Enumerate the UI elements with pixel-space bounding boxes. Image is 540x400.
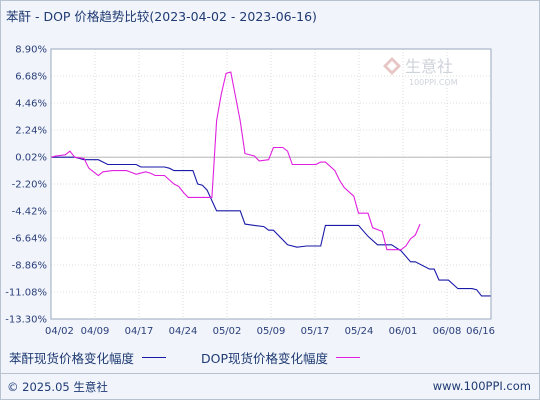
y-tick-label: -2.20% [12, 180, 47, 191]
x-tick-label: 06/16 [466, 326, 495, 337]
y-tick-label: 0.02% [15, 153, 47, 164]
y-tick-label: -4.42% [12, 207, 47, 218]
series-line [51, 156, 491, 297]
x-tick-label: 05/02 [213, 326, 242, 337]
x-tick-label: 04/09 [81, 326, 110, 337]
chart-title: 苯酐 - DOP 价格趋势比较(2023-04-02 - 2023-06-16) [6, 9, 317, 24]
series-line [50, 71, 421, 251]
legend-item-phthalic-anhydride: 苯酐现货价格变化幅度 [9, 348, 167, 367]
x-tick-label: 04/17 [125, 326, 154, 337]
y-tick-label: 4.46% [15, 99, 47, 110]
footer-website-link[interactable]: www.100PPI.com [432, 379, 531, 393]
x-tick-label: 05/17 [301, 326, 330, 337]
plot-border [50, 48, 492, 320]
legend-swatch [336, 357, 361, 358]
y-tick-label: 8.90% [15, 45, 47, 56]
legend-item-dop: DOP现货价格变化幅度 [201, 348, 361, 367]
x-tick-label: 05/09 [257, 326, 286, 337]
footer-copyright: © 2025.05 生意社 [7, 380, 108, 394]
x-tick-label: 05/24 [345, 326, 374, 337]
y-tick-label: -8.86% [12, 261, 47, 272]
legend-label: 苯酐现货价格变化幅度 [9, 351, 135, 366]
series-lines [50, 71, 491, 297]
y-axis: 8.90% 6.68% 4.46% 2.24% 0.02% -2.20% -4.42% -6.… [5, 45, 47, 326]
x-axis: 04/02 04/09 04/17 04/24 05/02 05/09 05/17 05/24… [45, 326, 495, 337]
y-tick-label: -11.08% [5, 288, 47, 299]
legend-swatch [142, 357, 167, 358]
y-tick-label: 6.68% [15, 72, 47, 83]
y-tick-label: -6.64% [12, 234, 47, 245]
watermark: 生意社 100PPI.COM [383, 57, 458, 87]
y-tick-label: 2.24% [15, 126, 47, 137]
logo-icon [383, 57, 401, 75]
footer-divider [1, 373, 539, 374]
x-tick-label: 06/08 [433, 326, 462, 337]
x-tick-label: 04/02 [45, 326, 74, 337]
y-tick-label: -13.30% [5, 315, 47, 326]
x-tick-label: 06/01 [389, 326, 418, 337]
gridlines [51, 49, 491, 319]
watermark-url-text: 100PPI.COM [409, 78, 458, 87]
x-tick-label: 04/24 [169, 326, 198, 337]
watermark-logo-text: 生意社 [405, 57, 453, 76]
legend-label: DOP现货价格变化幅度 [201, 351, 329, 366]
